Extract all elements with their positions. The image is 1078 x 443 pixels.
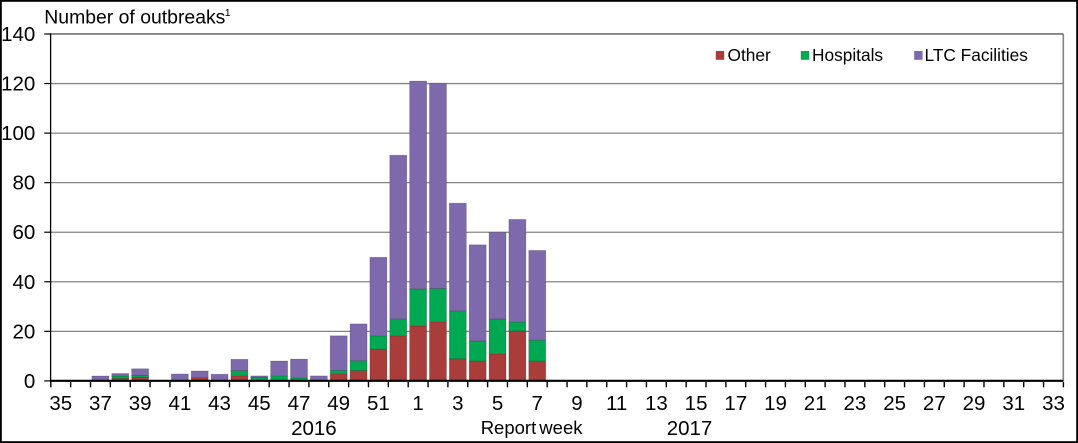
svg-text:15: 15 <box>685 392 708 415</box>
svg-text:60: 60 <box>12 221 35 244</box>
svg-text:29: 29 <box>963 392 986 415</box>
svg-text:41: 41 <box>168 392 191 415</box>
svg-text:51: 51 <box>367 392 390 415</box>
svg-text:23: 23 <box>844 392 867 415</box>
svg-text:7: 7 <box>532 392 543 415</box>
svg-text:20: 20 <box>12 320 35 343</box>
svg-text:25: 25 <box>883 392 906 415</box>
svg-text:40: 40 <box>12 271 35 294</box>
svg-text:Number of outbreaks: Number of outbreaks <box>44 7 225 29</box>
svg-text:13: 13 <box>645 392 668 415</box>
svg-text:Other: Other <box>728 45 771 65</box>
svg-text:2017: 2017 <box>667 417 713 440</box>
svg-text:43: 43 <box>208 392 231 415</box>
svg-text:week: week <box>538 417 583 438</box>
svg-text:39: 39 <box>129 392 152 415</box>
svg-text:Report: Report <box>481 417 537 438</box>
svg-text:LTC Facilities: LTC Facilities <box>925 45 1029 65</box>
svg-text:1: 1 <box>225 7 231 19</box>
svg-text:17: 17 <box>724 392 747 415</box>
svg-text:1: 1 <box>412 392 423 415</box>
svg-text:49: 49 <box>327 392 350 415</box>
svg-text:45: 45 <box>248 392 271 415</box>
svg-text:35: 35 <box>49 392 72 415</box>
svg-text:140: 140 <box>1 23 35 46</box>
svg-text:31: 31 <box>1002 392 1025 415</box>
svg-text:2016: 2016 <box>291 417 337 440</box>
svg-text:19: 19 <box>764 392 787 415</box>
svg-text:33: 33 <box>1042 392 1065 415</box>
svg-text:120: 120 <box>1 73 35 96</box>
svg-text:11: 11 <box>606 392 627 415</box>
svg-text:80: 80 <box>12 172 35 195</box>
svg-text:3: 3 <box>452 392 463 415</box>
svg-text:27: 27 <box>923 392 946 415</box>
svg-text:5: 5 <box>492 392 503 415</box>
svg-text:Hospitals: Hospitals <box>812 45 883 65</box>
svg-text:0: 0 <box>24 370 35 393</box>
svg-text:47: 47 <box>288 392 311 415</box>
svg-text:100: 100 <box>1 122 35 145</box>
svg-text:9: 9 <box>571 392 582 415</box>
svg-text:37: 37 <box>89 392 112 415</box>
svg-text:21: 21 <box>804 392 827 415</box>
